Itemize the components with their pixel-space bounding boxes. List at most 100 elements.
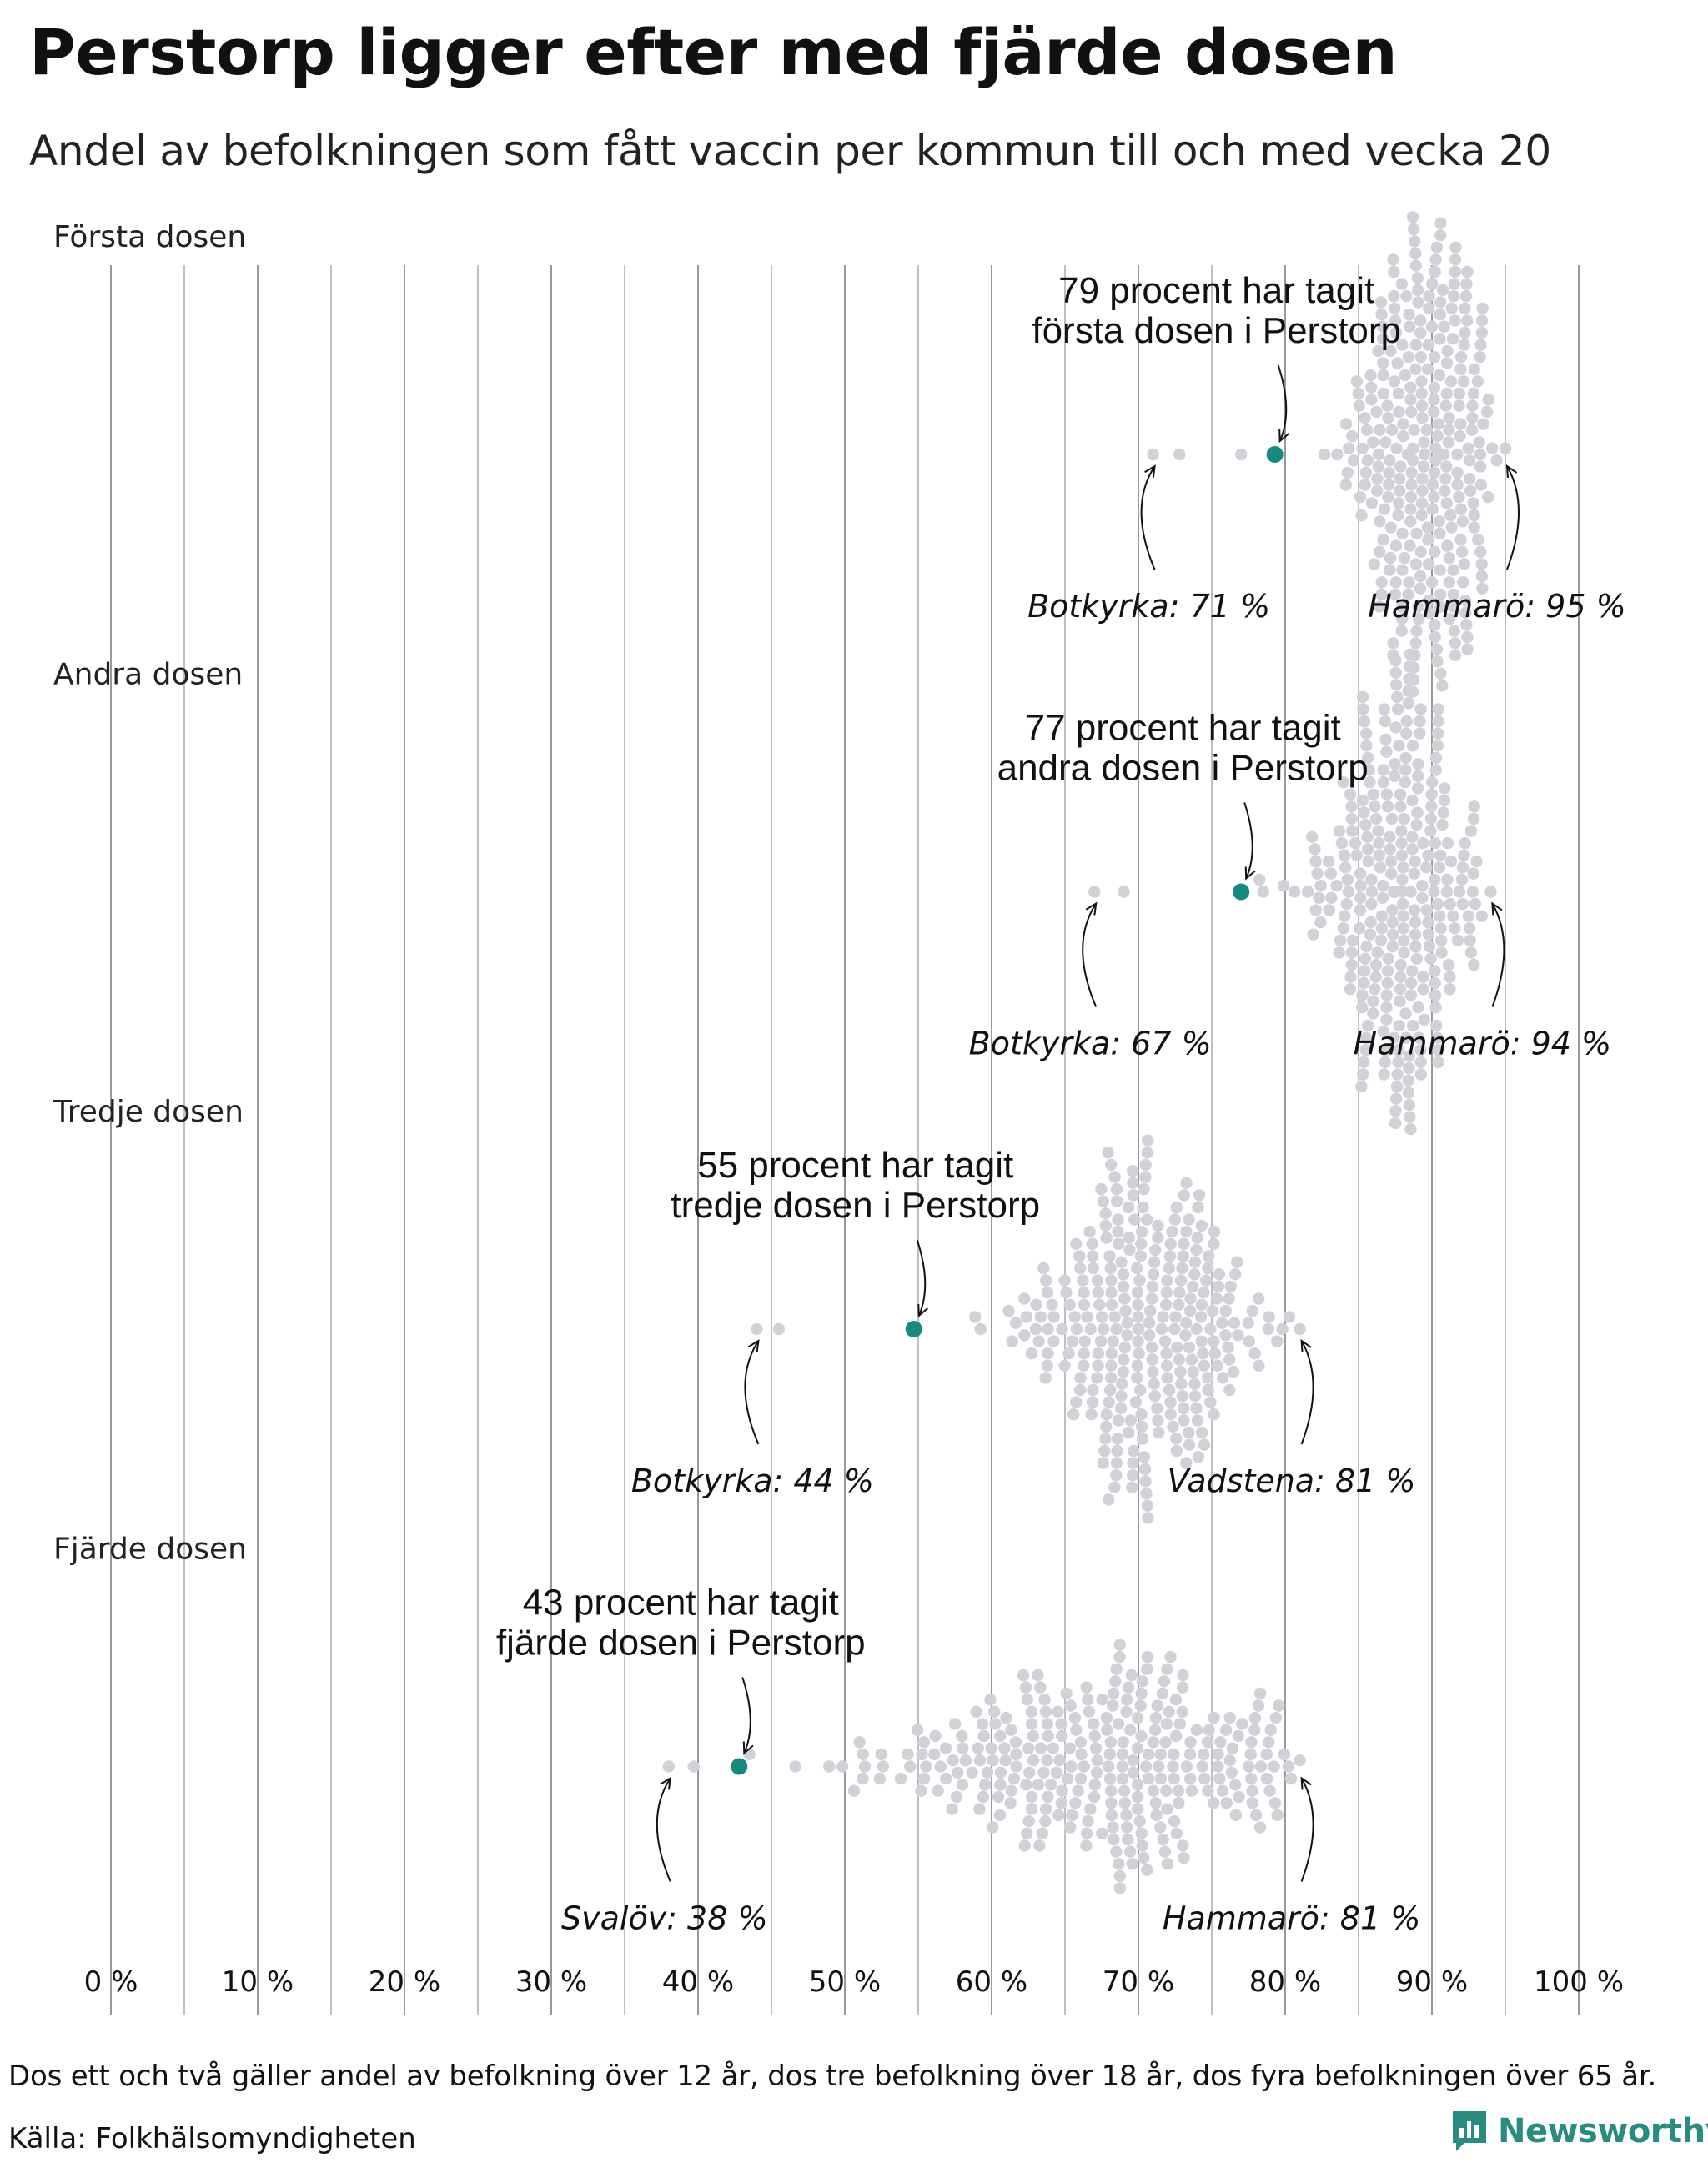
panel-3-dot — [1202, 1250, 1215, 1262]
panel-4-dot — [1022, 1742, 1035, 1754]
panel-4-min-arrow-line — [656, 1777, 671, 1882]
panel-1-dot — [1451, 466, 1464, 479]
panel-4-dot — [1107, 1699, 1119, 1712]
panel-4-dot — [1063, 1742, 1077, 1754]
panel-2-dot — [1414, 1044, 1427, 1056]
panel-1-dot — [1402, 588, 1414, 601]
panel-3-dot — [1081, 1311, 1093, 1323]
panel-4-dot — [1034, 1742, 1047, 1754]
panel-3-dot — [1216, 1317, 1228, 1329]
panel-4-dot — [1060, 1687, 1073, 1700]
panel-3-max-arrow-head — [1300, 1339, 1312, 1353]
panel-1-dot — [1395, 600, 1409, 613]
panel-1-dot — [1409, 247, 1422, 260]
panel-2-dot — [1378, 703, 1391, 715]
panel-4-dot — [1039, 1705, 1052, 1718]
panel-3-dot — [1124, 1414, 1137, 1427]
panel-3-dot — [1098, 1444, 1111, 1458]
panel-4-dot — [1020, 1779, 1032, 1791]
panel-3-dot — [1158, 1335, 1172, 1347]
panel-3-dot — [1227, 1365, 1240, 1378]
panel-2-dot — [1424, 812, 1438, 826]
panel-3-dot — [1138, 1451, 1151, 1463]
panel-1-dot — [1395, 612, 1409, 625]
panel-1-dot — [1461, 265, 1474, 279]
panel-1-dot — [1414, 545, 1427, 558]
panel-1-dot — [1429, 619, 1441, 631]
panel-4-dot — [1113, 1882, 1127, 1894]
panel-4-dot — [1025, 1718, 1038, 1730]
panel-2-dot — [1389, 654, 1402, 667]
panel-1-dot — [1377, 534, 1389, 546]
panel-1-dot — [1373, 545, 1386, 558]
panel-2-dot — [1309, 855, 1322, 868]
panel-3-dot — [1058, 1359, 1071, 1373]
panel-3-dot — [1202, 1262, 1214, 1275]
panel-4-dot — [1022, 1815, 1035, 1828]
panel-4-dot — [1136, 1675, 1149, 1688]
panel-3-dot — [1066, 1335, 1079, 1347]
panel-3-dot — [1139, 1158, 1152, 1172]
panel-4-dot — [1074, 1736, 1088, 1749]
panel-1-dot — [1347, 454, 1360, 467]
panel-1-dot — [1372, 460, 1384, 473]
panel-3-dot — [1077, 1274, 1089, 1287]
panel-1-dot — [1411, 272, 1424, 284]
panel-1-dot — [1421, 521, 1434, 534]
panel-4-dot — [1154, 1772, 1168, 1785]
panel-2-dot — [1358, 715, 1371, 728]
panel-1-dot — [1372, 448, 1385, 461]
panel-2-dot — [1361, 831, 1374, 843]
panel-1-dot — [1392, 387, 1405, 400]
panel-3-dot — [1283, 1311, 1296, 1323]
panel-1-dot — [1454, 418, 1467, 430]
panel-3-dot — [1180, 1226, 1193, 1238]
panel-4-dot — [1124, 1845, 1137, 1858]
panel-3-dot — [1213, 1268, 1226, 1281]
panel-2-dot — [1335, 836, 1348, 850]
panel-2-dot — [1423, 941, 1436, 953]
panel-4-dot — [1104, 1784, 1118, 1797]
panel-4-dot — [1161, 1803, 1173, 1815]
panel-2-dot — [1334, 934, 1347, 947]
panel-3-dot — [1122, 1201, 1135, 1214]
panel-2-dot — [1394, 800, 1407, 813]
panel-3-dot — [1168, 1322, 1181, 1336]
panel-1-dot — [1438, 448, 1450, 461]
panel-2-dot — [1364, 775, 1376, 789]
panel-4-dot — [1170, 1827, 1183, 1839]
panel-3-dot — [1078, 1347, 1090, 1360]
panel-4-dot — [1036, 1827, 1049, 1839]
panel-1-dot — [1474, 448, 1487, 461]
panel-3-dot — [1126, 1481, 1138, 1494]
panel-2-dot — [1412, 758, 1424, 770]
panel-2-dot — [1403, 1050, 1415, 1062]
panel-1-dot — [1431, 655, 1444, 668]
panel-1-callout-line-2: första dosen i Perstorp — [1032, 310, 1401, 351]
panel-2-dot — [1414, 1068, 1428, 1081]
panel-2-dot — [1380, 788, 1394, 800]
panel-4-dot — [989, 1718, 1002, 1730]
panel-3-dot — [1204, 1322, 1217, 1336]
panel-4-dot — [1041, 1754, 1053, 1767]
panel-4-dot — [1112, 1718, 1125, 1730]
panel-3-dot — [1030, 1298, 1042, 1312]
panel-3-dot — [1115, 1378, 1128, 1390]
panel-4-dot — [1000, 1711, 1012, 1724]
panel-1-dot — [1382, 412, 1394, 424]
panel-3-dot — [1039, 1372, 1052, 1384]
panel-4-dot — [1041, 1718, 1054, 1730]
panel-4-dot — [1018, 1839, 1031, 1852]
panel-2-dot — [1398, 812, 1410, 826]
panel-4-dot — [1216, 1784, 1229, 1797]
panel-1-dot — [1429, 545, 1441, 558]
panel-1-dot — [1412, 296, 1424, 309]
panel-4-dot — [1147, 1736, 1160, 1749]
panel-3-dot — [1191, 1232, 1203, 1244]
panel-2-dot — [1357, 1068, 1369, 1081]
panel-1-dot — [1428, 394, 1440, 406]
panel-3-dot — [1137, 1201, 1149, 1214]
panel-1-dot — [1449, 253, 1462, 266]
panel-4-dot — [950, 1790, 963, 1804]
panel-3-dot — [1143, 1329, 1156, 1342]
